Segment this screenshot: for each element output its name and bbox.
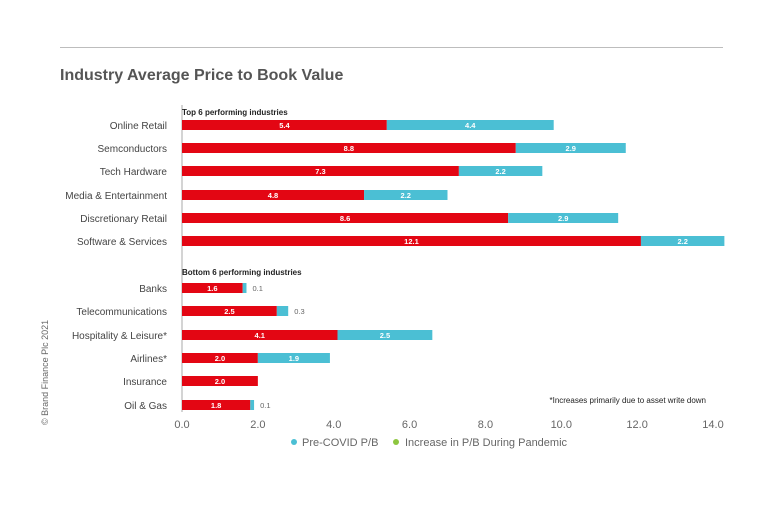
group-label: Bottom 6 performing industries bbox=[182, 268, 302, 277]
x-tick-label: 6.0 bbox=[402, 419, 417, 431]
bar-value-label: 8.6 bbox=[340, 214, 350, 223]
bar-increase bbox=[640, 236, 725, 246]
category-label: Insurance bbox=[123, 377, 167, 388]
category-label: Hospitality & Leisure* bbox=[72, 331, 167, 342]
bar-increase-label: 2.5 bbox=[380, 331, 390, 340]
category-label: Airlines* bbox=[130, 354, 167, 365]
x-tick-label: 4.0 bbox=[326, 419, 341, 431]
bar-value-label: 5.4 bbox=[279, 121, 290, 130]
x-tick-label: 8.0 bbox=[478, 419, 493, 431]
legend-marker-increase bbox=[393, 439, 399, 445]
bar-pre-covid bbox=[182, 400, 251, 410]
bar-increase-label: 0.3 bbox=[294, 307, 304, 316]
legend-marker-pre-covid bbox=[291, 439, 297, 445]
chart-title: Industry Average Price to Book Value bbox=[60, 67, 344, 84]
category-label: Telecommunications bbox=[76, 307, 167, 318]
x-tick-label: 0.0 bbox=[174, 419, 189, 431]
bar-increase-label: 2.2 bbox=[677, 237, 687, 246]
bar-pre-covid bbox=[182, 306, 277, 316]
bar-value-label: 12.1 bbox=[404, 237, 419, 246]
bar-pre-covid bbox=[182, 190, 365, 200]
bar-pre-covid bbox=[182, 120, 387, 130]
category-label: Discretionary Retail bbox=[80, 214, 167, 225]
bar-pre-covid bbox=[182, 353, 258, 363]
x-tick-label: 12.0 bbox=[626, 419, 647, 431]
bar-value-label: 2.0 bbox=[215, 354, 225, 363]
x-tick-label: 14.0 bbox=[702, 419, 723, 431]
bar-increase bbox=[508, 213, 619, 223]
bar-pre-covid bbox=[182, 283, 243, 293]
legend-label: Increase in P/B During Pandemic bbox=[405, 437, 568, 449]
bar-value-label: 1.6 bbox=[207, 284, 217, 293]
annotation: *Increases primarily due to asset write … bbox=[549, 396, 706, 405]
group-label: Top 6 performing industries bbox=[182, 108, 288, 117]
bar-increase bbox=[386, 120, 554, 130]
bar-increase-label: 2.9 bbox=[566, 144, 576, 153]
bar-pre-covid bbox=[182, 376, 258, 386]
bar-increase bbox=[250, 400, 255, 410]
bar-increase bbox=[276, 306, 289, 316]
bar-value-label: 4.1 bbox=[255, 331, 265, 340]
bar-increase-label: 0.1 bbox=[260, 401, 270, 410]
bar-value-label: 1.8 bbox=[211, 401, 221, 410]
x-tick-label: 2.0 bbox=[250, 419, 265, 431]
bar-pre-covid bbox=[182, 213, 509, 223]
bar-increase bbox=[458, 166, 543, 176]
bar-pre-covid bbox=[182, 143, 516, 153]
bar-increase bbox=[257, 353, 330, 363]
bar-increase-label: 1.9 bbox=[289, 354, 299, 363]
category-label: Banks bbox=[139, 284, 167, 295]
bar-increase bbox=[337, 330, 433, 340]
bar-value-label: 2.5 bbox=[224, 307, 234, 316]
bar-increase bbox=[242, 283, 247, 293]
category-label: Semconductors bbox=[98, 144, 167, 155]
bar-increase-label: 2.2 bbox=[401, 191, 411, 200]
bar-value-label: 8.8 bbox=[344, 144, 354, 153]
bar-increase-label: 0.1 bbox=[252, 284, 262, 293]
legend-label: Pre-COVID P/B bbox=[302, 437, 378, 449]
bar-increase bbox=[364, 190, 448, 200]
bar-value-label: 7.3 bbox=[315, 167, 325, 176]
x-tick-label: 10.0 bbox=[551, 419, 572, 431]
bar-increase bbox=[515, 143, 626, 153]
bar-increase-label: 2.2 bbox=[495, 167, 505, 176]
bar-value-label: 2.0 bbox=[215, 377, 225, 386]
category-label: Software & Services bbox=[77, 237, 167, 248]
bar-increase-label: 2.9 bbox=[558, 214, 568, 223]
bar-pre-covid bbox=[182, 330, 338, 340]
bar-value-label: 4.8 bbox=[268, 191, 278, 200]
bar-pre-covid bbox=[182, 166, 459, 176]
category-label: Tech Hardware bbox=[100, 167, 168, 178]
bar-increase-label: 4.4 bbox=[465, 121, 476, 130]
category-label: Media & Entertainment bbox=[65, 191, 167, 202]
category-label: Online Retail bbox=[110, 121, 167, 132]
category-label: Oil & Gas bbox=[124, 401, 167, 412]
top-divider bbox=[60, 47, 723, 48]
bar-pre-covid bbox=[182, 236, 641, 246]
